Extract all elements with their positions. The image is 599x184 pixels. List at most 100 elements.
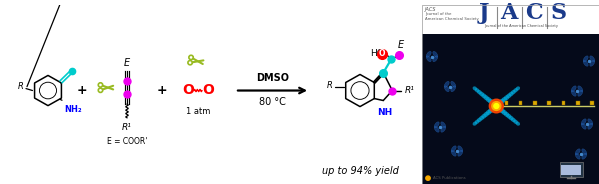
Bar [422, 5, 599, 34]
Text: C: C [525, 2, 543, 24]
Ellipse shape [497, 106, 503, 112]
Ellipse shape [506, 93, 512, 98]
Text: R: R [18, 82, 24, 91]
Ellipse shape [434, 122, 439, 128]
Text: 80 °C: 80 °C [259, 97, 286, 107]
Ellipse shape [571, 86, 576, 92]
Ellipse shape [504, 112, 509, 117]
Ellipse shape [477, 118, 482, 122]
Ellipse shape [426, 51, 431, 57]
Ellipse shape [590, 56, 595, 62]
Ellipse shape [511, 90, 516, 95]
Circle shape [492, 102, 501, 110]
Ellipse shape [581, 123, 586, 129]
Ellipse shape [473, 121, 477, 126]
Ellipse shape [497, 100, 503, 106]
Ellipse shape [451, 150, 456, 156]
Ellipse shape [451, 86, 456, 92]
Text: J: J [479, 2, 489, 24]
Ellipse shape [501, 110, 507, 115]
Ellipse shape [426, 56, 431, 62]
Ellipse shape [506, 114, 512, 119]
Ellipse shape [590, 60, 595, 66]
Text: E: E [124, 58, 130, 68]
Ellipse shape [441, 126, 446, 132]
Text: A: A [500, 2, 518, 24]
Circle shape [426, 176, 430, 180]
Text: E: E [398, 40, 404, 50]
Circle shape [494, 104, 499, 108]
Bar [576, 101, 579, 105]
Ellipse shape [433, 51, 438, 57]
Text: 1 atm: 1 atm [186, 107, 210, 116]
Ellipse shape [458, 146, 463, 152]
Bar [590, 101, 594, 105]
Ellipse shape [494, 102, 501, 108]
Ellipse shape [486, 110, 491, 115]
Bar [547, 101, 551, 105]
Ellipse shape [578, 86, 583, 92]
Text: E = COOR': E = COOR' [107, 137, 147, 146]
Ellipse shape [444, 81, 449, 87]
Ellipse shape [575, 153, 580, 159]
Circle shape [489, 99, 503, 113]
Ellipse shape [578, 90, 583, 96]
Ellipse shape [494, 104, 501, 110]
Text: NH₂: NH₂ [64, 105, 81, 114]
Ellipse shape [581, 119, 586, 125]
Ellipse shape [486, 97, 491, 102]
Ellipse shape [475, 88, 480, 93]
Ellipse shape [444, 86, 449, 92]
Text: Journal of the American Chemical Society: Journal of the American Chemical Society [485, 24, 558, 28]
Ellipse shape [509, 116, 513, 120]
Ellipse shape [441, 122, 446, 128]
Ellipse shape [509, 92, 513, 96]
Ellipse shape [513, 119, 518, 124]
Text: +: + [77, 84, 87, 97]
Ellipse shape [488, 99, 494, 104]
Ellipse shape [501, 97, 507, 102]
Text: R: R [327, 81, 333, 90]
Bar [533, 101, 537, 105]
Ellipse shape [588, 123, 593, 129]
FancyBboxPatch shape [559, 162, 582, 177]
Ellipse shape [575, 149, 580, 155]
Text: O: O [202, 83, 214, 97]
Bar [561, 164, 581, 175]
Ellipse shape [483, 112, 489, 117]
Bar [422, 5, 599, 184]
Ellipse shape [434, 126, 439, 132]
Ellipse shape [492, 104, 498, 110]
Text: +: + [157, 84, 167, 97]
Ellipse shape [504, 95, 509, 100]
Text: O: O [182, 83, 194, 97]
Ellipse shape [481, 114, 486, 119]
Ellipse shape [490, 100, 496, 106]
Ellipse shape [516, 121, 520, 126]
Ellipse shape [499, 99, 505, 104]
Ellipse shape [499, 108, 505, 113]
Text: ACS Publications: ACS Publications [433, 176, 465, 180]
Ellipse shape [433, 56, 438, 62]
Ellipse shape [583, 56, 588, 62]
Ellipse shape [479, 92, 484, 96]
Text: NH: NH [377, 108, 392, 117]
Ellipse shape [513, 88, 518, 93]
Bar [422, 34, 599, 184]
Text: HO: HO [370, 49, 384, 58]
Ellipse shape [571, 90, 576, 96]
Text: S: S [551, 2, 567, 24]
Ellipse shape [451, 146, 456, 152]
Text: O: O [379, 49, 386, 59]
Bar [562, 101, 565, 105]
Text: R¹: R¹ [404, 86, 414, 95]
Ellipse shape [488, 108, 494, 113]
Ellipse shape [477, 90, 482, 95]
Ellipse shape [588, 119, 593, 125]
Text: JACS: JACS [425, 7, 437, 12]
Text: R¹: R¹ [122, 123, 132, 132]
Text: DMSO: DMSO [256, 73, 289, 83]
Ellipse shape [511, 118, 516, 122]
Text: American Chemical Society: American Chemical Society [425, 17, 479, 21]
Text: up to 94% yield: up to 94% yield [322, 166, 398, 176]
